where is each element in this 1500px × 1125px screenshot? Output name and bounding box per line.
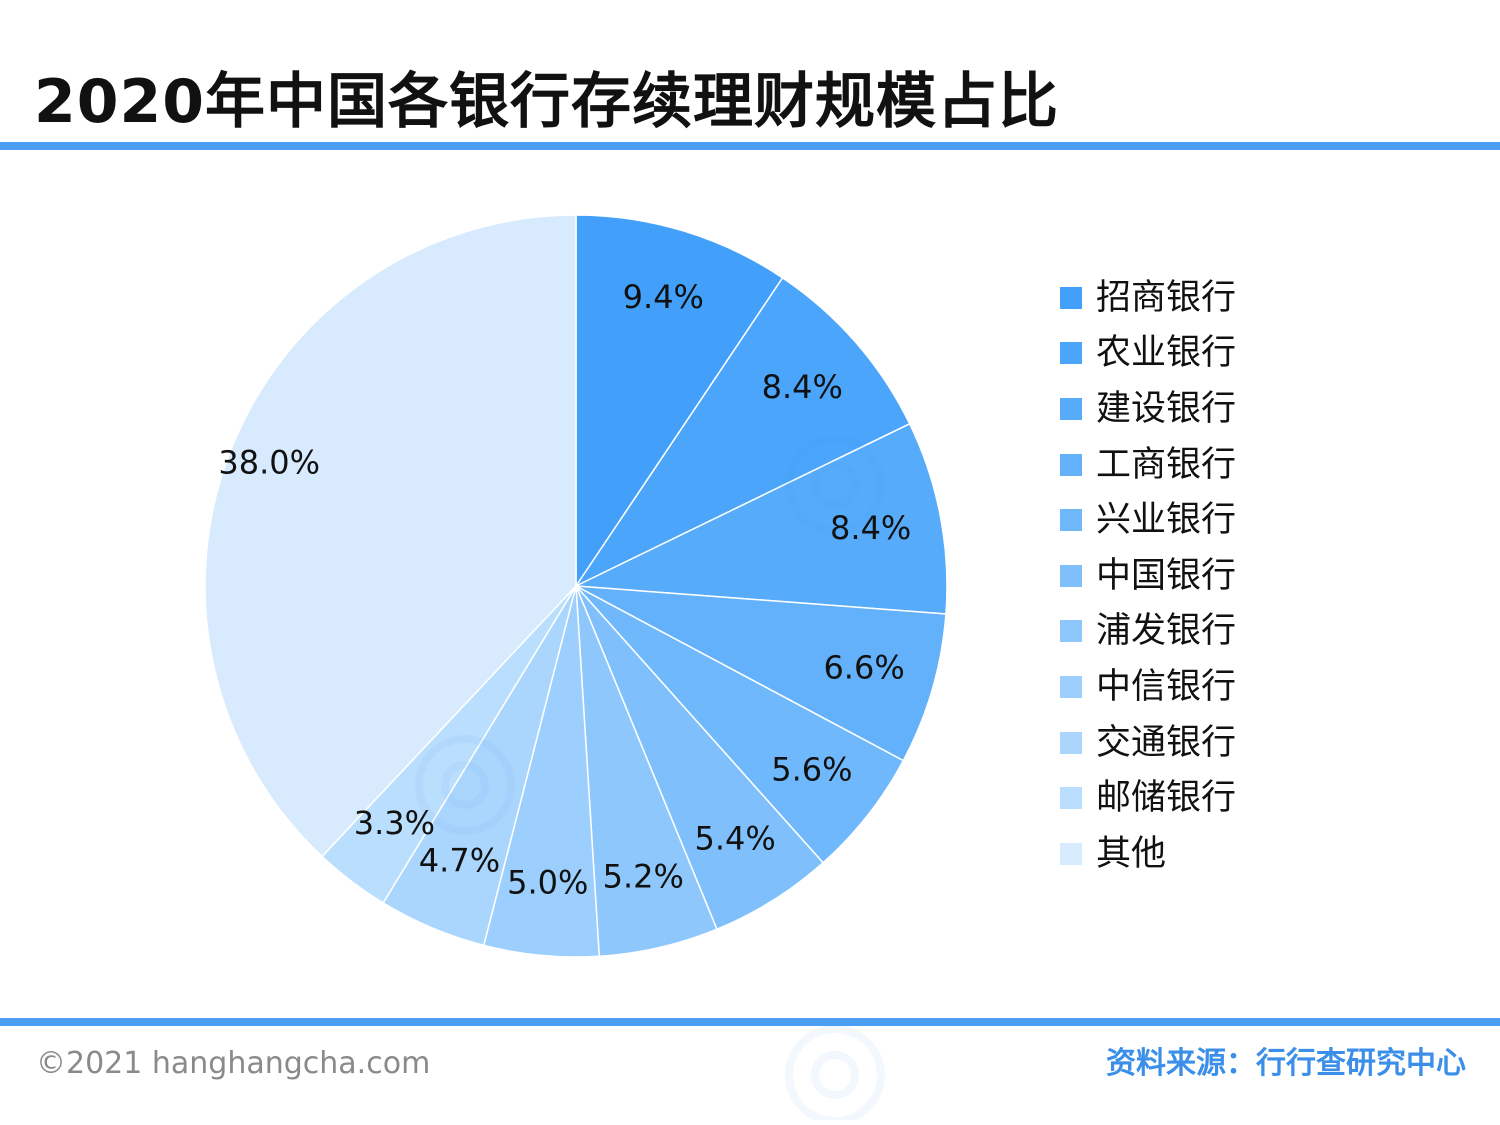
legend-item: 中国银行 — [1060, 548, 1236, 604]
legend-label: 交通银行 — [1096, 722, 1237, 763]
legend-item: 中信银行 — [1060, 659, 1236, 715]
legend-label: 兴业银行 — [1096, 500, 1237, 541]
pie-slice — [573, 276, 911, 588]
legend-label: 浦发银行 — [1096, 611, 1237, 652]
legend-label: 中国银行 — [1096, 555, 1237, 596]
pie-slice — [575, 585, 947, 762]
pie-data-label: 38.0% — [218, 444, 320, 482]
pie-data-label: 5.6% — [771, 750, 852, 788]
legend-item: 工商银行 — [1060, 437, 1236, 493]
legend-label: 工商银行 — [1096, 444, 1237, 485]
legend-label: 建设银行 — [1096, 388, 1237, 429]
legend-item: 招商银行 — [1060, 270, 1236, 326]
copyright-text: ©2021 hanghangcha.com — [36, 1046, 431, 1081]
legend-swatch — [1060, 453, 1082, 476]
legend-swatch — [1060, 286, 1082, 309]
pie-data-label: 9.4% — [623, 278, 704, 316]
legend-label: 邮储银行 — [1096, 778, 1237, 819]
pie-data-label: 5.4% — [695, 819, 776, 857]
legend-swatch — [1060, 731, 1082, 754]
pie-data-label: 5.2% — [603, 857, 684, 895]
pie-data-label: 8.4% — [762, 368, 843, 406]
pie-slice — [573, 422, 948, 615]
legend-swatch — [1060, 842, 1082, 865]
legend-swatch — [1060, 342, 1082, 365]
legend-swatch — [1060, 787, 1082, 810]
legend-swatch — [1060, 675, 1082, 698]
pie-slice — [204, 214, 577, 858]
pie-data-label: 5.0% — [507, 864, 588, 902]
legend-label: 招商银行 — [1096, 277, 1237, 318]
pie-data-label: 8.4% — [830, 509, 911, 547]
legend-swatch — [1060, 564, 1082, 587]
legend-item: 邮储银行 — [1060, 770, 1236, 826]
chart-title: 2020年中国各银行存续理财规模占比 — [34, 67, 1059, 137]
legend-item: 兴业银行 — [1060, 492, 1236, 548]
pie-slice — [575, 585, 905, 864]
legend-label: 中信银行 — [1096, 666, 1237, 707]
pie-data-label: 4.7% — [419, 841, 500, 879]
legend-label: 农业银行 — [1096, 333, 1237, 374]
footer-divider — [0, 1018, 1500, 1026]
legend-item: 其他 — [1060, 826, 1236, 882]
legend-swatch — [1060, 620, 1082, 643]
legend-swatch — [1060, 397, 1082, 420]
legend-item: 农业银行 — [1060, 326, 1236, 382]
legend-label: 其他 — [1096, 833, 1167, 874]
title-divider — [0, 142, 1500, 150]
legend-item: 交通银行 — [1060, 715, 1236, 771]
legend-item: 建设银行 — [1060, 381, 1236, 437]
pie-data-label: 6.6% — [823, 649, 904, 687]
pie-data-label: 3.3% — [354, 804, 435, 842]
pie-slice — [575, 214, 784, 589]
source-text: 资料来源：行行查研究中心 — [1106, 1046, 1466, 1081]
legend-swatch — [1060, 509, 1082, 532]
chart-legend: 招商银行农业银行建设银行工商银行兴业银行中国银行浦发银行中信银行交通银行邮储银行… — [1060, 270, 1236, 882]
pie-slices — [204, 214, 948, 958]
pie-data-labels: 9.4% 8.4% 8.4% 6.6% 5.6% 5.4% 5.2% 5.0%4.7%3.3%… — [218, 278, 911, 902]
legend-item: 浦发银行 — [1060, 604, 1236, 660]
